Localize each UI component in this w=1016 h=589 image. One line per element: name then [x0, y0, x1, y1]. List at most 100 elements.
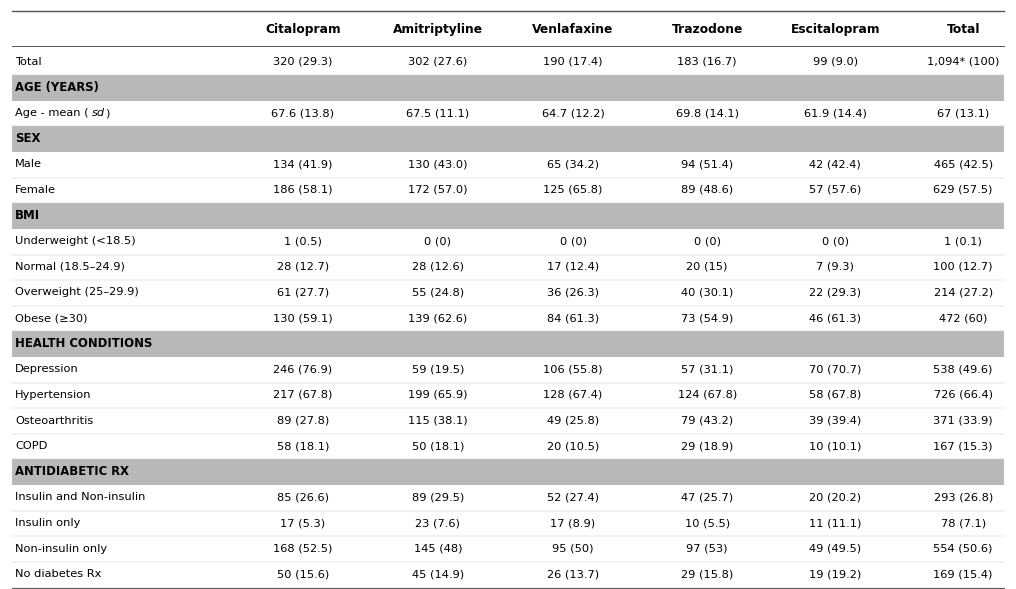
Text: 36 (26.3): 36 (26.3)	[547, 287, 599, 297]
Text: 78 (7.1): 78 (7.1)	[941, 518, 986, 528]
Text: 20 (10.5): 20 (10.5)	[547, 441, 599, 451]
Text: Insulin only: Insulin only	[15, 518, 80, 528]
Text: 57 (31.1): 57 (31.1)	[681, 365, 734, 374]
Text: Male: Male	[15, 160, 43, 169]
Text: Normal (18.5–24.9): Normal (18.5–24.9)	[15, 262, 125, 272]
Text: 246 (76.9): 246 (76.9)	[273, 365, 332, 374]
Text: 89 (29.5): 89 (29.5)	[411, 492, 464, 502]
Text: 169 (15.4): 169 (15.4)	[934, 570, 993, 579]
Text: 69.8 (14.1): 69.8 (14.1)	[676, 108, 739, 118]
Text: Amitriptyline: Amitriptyline	[393, 23, 483, 36]
Text: 52 (27.4): 52 (27.4)	[547, 492, 599, 502]
Text: 22 (29.3): 22 (29.3)	[809, 287, 862, 297]
Text: Non-insulin only: Non-insulin only	[15, 544, 108, 554]
Text: 130 (43.0): 130 (43.0)	[408, 160, 467, 169]
Text: 58 (67.8): 58 (67.8)	[809, 390, 862, 400]
Text: 23 (7.6): 23 (7.6)	[416, 518, 460, 528]
Text: 145 (48): 145 (48)	[414, 544, 462, 554]
Text: 65 (34.2): 65 (34.2)	[547, 160, 599, 169]
Text: Total: Total	[947, 23, 979, 36]
Text: 29 (18.9): 29 (18.9)	[681, 441, 734, 451]
Text: 1,094* (100): 1,094* (100)	[927, 57, 1000, 67]
Text: 115 (38.1): 115 (38.1)	[408, 416, 467, 425]
Text: Trazodone: Trazodone	[672, 23, 743, 36]
Text: Citalopram: Citalopram	[265, 23, 340, 36]
Text: ): )	[105, 108, 109, 118]
Text: 29 (15.8): 29 (15.8)	[681, 570, 734, 579]
Text: 67.6 (13.8): 67.6 (13.8)	[271, 108, 334, 118]
Text: 465 (42.5): 465 (42.5)	[934, 160, 993, 169]
Text: AGE (YEARS): AGE (YEARS)	[15, 81, 100, 94]
Text: 134 (41.9): 134 (41.9)	[273, 160, 332, 169]
Text: 472 (60): 472 (60)	[939, 313, 988, 323]
Text: 19 (19.2): 19 (19.2)	[809, 570, 862, 579]
Text: Venlafaxine: Venlafaxine	[532, 23, 614, 36]
Text: 0 (0): 0 (0)	[694, 236, 720, 246]
Text: 1 (0.1): 1 (0.1)	[944, 236, 982, 246]
Text: 55 (24.8): 55 (24.8)	[411, 287, 464, 297]
Text: 94 (51.4): 94 (51.4)	[681, 160, 734, 169]
Text: 46 (61.3): 46 (61.3)	[809, 313, 862, 323]
Text: 95 (50): 95 (50)	[553, 544, 593, 554]
Text: 28 (12.6): 28 (12.6)	[411, 262, 464, 272]
Text: 199 (65.9): 199 (65.9)	[408, 390, 467, 400]
Text: 10 (10.1): 10 (10.1)	[809, 441, 862, 451]
Text: 726 (66.4): 726 (66.4)	[934, 390, 993, 400]
Text: Hypertension: Hypertension	[15, 390, 91, 400]
Text: 84 (61.3): 84 (61.3)	[547, 313, 599, 323]
Text: Depression: Depression	[15, 365, 79, 374]
Text: Underweight (<18.5): Underweight (<18.5)	[15, 236, 136, 246]
Text: 168 (52.5): 168 (52.5)	[273, 544, 332, 554]
Text: 49 (25.8): 49 (25.8)	[547, 416, 599, 425]
Text: 371 (33.9): 371 (33.9)	[934, 416, 993, 425]
Text: 85 (26.6): 85 (26.6)	[276, 492, 329, 502]
Text: Obese (≥30): Obese (≥30)	[15, 313, 87, 323]
Text: 130 (59.1): 130 (59.1)	[273, 313, 332, 323]
Bar	[12, 203, 1004, 229]
Text: 61 (27.7): 61 (27.7)	[276, 287, 329, 297]
Text: 89 (27.8): 89 (27.8)	[276, 416, 329, 425]
Text: No diabetes Rx: No diabetes Rx	[15, 570, 102, 579]
Text: 183 (16.7): 183 (16.7)	[678, 57, 737, 67]
Text: 67.5 (11.1): 67.5 (11.1)	[406, 108, 469, 118]
Text: 538 (49.6): 538 (49.6)	[934, 365, 993, 374]
Text: Escitalopram: Escitalopram	[790, 23, 880, 36]
Text: 79 (43.2): 79 (43.2)	[681, 416, 734, 425]
Text: HEALTH CONDITIONS: HEALTH CONDITIONS	[15, 337, 152, 350]
Text: 125 (65.8): 125 (65.8)	[544, 185, 602, 195]
Text: 45 (14.9): 45 (14.9)	[411, 570, 464, 579]
Text: 70 (70.7): 70 (70.7)	[809, 365, 862, 374]
Text: 217 (67.8): 217 (67.8)	[273, 390, 332, 400]
Text: 89 (48.6): 89 (48.6)	[681, 185, 734, 195]
Text: 190 (17.4): 190 (17.4)	[544, 57, 602, 67]
Text: Overweight (25–29.9): Overweight (25–29.9)	[15, 287, 139, 297]
Text: 73 (54.9): 73 (54.9)	[681, 313, 734, 323]
Bar	[12, 75, 1004, 101]
Text: 42 (42.4): 42 (42.4)	[810, 160, 861, 169]
Text: 20 (15): 20 (15)	[687, 262, 727, 272]
Bar	[12, 332, 1004, 357]
Text: 1 (0.5): 1 (0.5)	[283, 236, 322, 246]
Text: 128 (67.4): 128 (67.4)	[544, 390, 602, 400]
Text: 50 (15.6): 50 (15.6)	[276, 570, 329, 579]
Text: 17 (5.3): 17 (5.3)	[280, 518, 325, 528]
Text: 39 (39.4): 39 (39.4)	[809, 416, 862, 425]
Bar	[12, 459, 1004, 485]
Text: 554 (50.6): 554 (50.6)	[934, 544, 993, 554]
Text: 7 (9.3): 7 (9.3)	[816, 262, 854, 272]
Text: 20 (20.2): 20 (20.2)	[809, 492, 862, 502]
Text: 57 (57.6): 57 (57.6)	[809, 185, 862, 195]
Text: 106 (55.8): 106 (55.8)	[544, 365, 602, 374]
Text: ANTIDIABETIC RX: ANTIDIABETIC RX	[15, 465, 129, 478]
Text: 0 (0): 0 (0)	[822, 236, 848, 246]
Text: 629 (57.5): 629 (57.5)	[934, 185, 993, 195]
Text: 293 (26.8): 293 (26.8)	[934, 492, 993, 502]
Text: 58 (18.1): 58 (18.1)	[276, 441, 329, 451]
Text: 214 (27.2): 214 (27.2)	[934, 287, 993, 297]
Text: 26 (13.7): 26 (13.7)	[547, 570, 599, 579]
Text: 97 (53): 97 (53)	[687, 544, 727, 554]
Text: 0 (0): 0 (0)	[560, 236, 586, 246]
Text: 40 (30.1): 40 (30.1)	[681, 287, 734, 297]
Text: 139 (62.6): 139 (62.6)	[408, 313, 467, 323]
Text: 186 (58.1): 186 (58.1)	[273, 185, 332, 195]
